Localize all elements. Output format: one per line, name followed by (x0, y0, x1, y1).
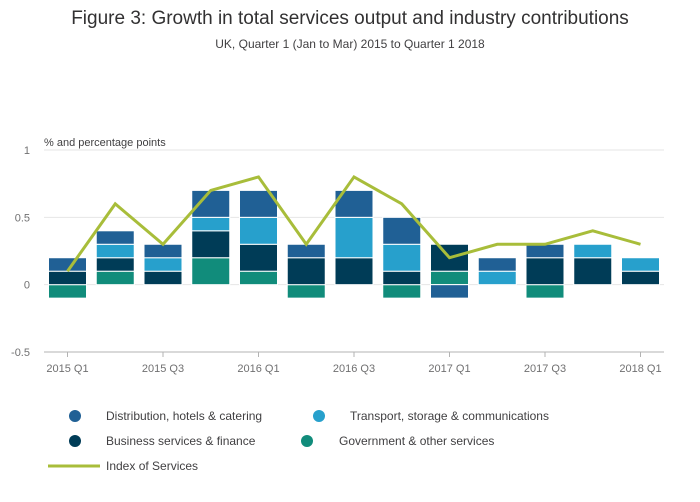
bar-segment[interactable] (239, 270, 278, 286)
bar-segment[interactable] (143, 243, 183, 259)
legend-label[interactable]: Transport, storage & communications (350, 409, 549, 423)
bar-segment[interactable] (286, 257, 326, 286)
y-axis-label: % and percentage points (44, 137, 166, 149)
bar-segment[interactable] (48, 270, 87, 286)
x-axis: 2015 Q1 2015 Q3 2016 Q1 2016 Q3 2017 Q1 2017 … (44, 351, 664, 375)
bar-segment[interactable] (525, 243, 565, 259)
legend-label[interactable]: Business services & finance (106, 434, 256, 448)
bar-segment[interactable] (573, 257, 613, 286)
chart-title: Figure 3: Growth in total services outpu… (71, 8, 629, 29)
legend: Distribution, hotels & catering Transport… (48, 409, 549, 473)
bar-segment[interactable] (143, 270, 183, 286)
bar-segment[interactable] (430, 284, 469, 299)
x-tick-label: 2017 Q1 (428, 363, 470, 375)
y-tick-label: 0 (24, 280, 30, 292)
x-tick-label: 2017 Q3 (524, 363, 566, 375)
legend-dot (313, 410, 325, 422)
bar-segment[interactable] (239, 243, 278, 272)
bar-segment[interactable] (334, 257, 374, 286)
bar-segment[interactable] (573, 243, 613, 259)
legend-dot (69, 410, 81, 422)
legend-dot (69, 435, 81, 447)
bar-layer (48, 189, 660, 299)
bar-segment[interactable] (191, 230, 231, 259)
x-tick-label: 2016 Q1 (237, 363, 279, 375)
bar-segment[interactable] (621, 257, 660, 272)
bar-segment[interactable] (143, 257, 183, 272)
bar-segment[interactable] (95, 270, 135, 286)
bar-segment[interactable] (525, 284, 565, 299)
bar-segment[interactable] (382, 243, 422, 272)
bar-segment[interactable] (621, 270, 660, 286)
legend-label[interactable]: Government & other services (339, 434, 494, 448)
bar-segment[interactable] (95, 230, 135, 245)
bar-segment[interactable] (191, 216, 231, 232)
y-tick-label: 0.5 (15, 212, 30, 224)
chart-subtitle: UK, Quarter 1 (Jan to Mar) 2015 to Quart… (215, 37, 485, 51)
bar-segment[interactable] (382, 216, 422, 245)
y-tick-label: -0.5 (11, 347, 30, 359)
bar-segment[interactable] (382, 284, 422, 299)
bar-segment[interactable] (239, 216, 278, 245)
x-tick-label: 2018 Q1 (619, 363, 661, 375)
y-tick-label: 1 (24, 145, 30, 157)
line-layer (66, 174, 641, 273)
x-tick-label: 2016 Q3 (333, 363, 375, 375)
bar-segment[interactable] (191, 257, 231, 286)
bar-segment[interactable] (334, 216, 374, 259)
bar-segment[interactable] (95, 243, 135, 259)
x-tick-label: 2015 Q3 (142, 363, 184, 375)
bar-segment[interactable] (48, 284, 87, 299)
bar-segment[interactable] (430, 270, 469, 286)
legend-label[interactable]: Distribution, hotels & catering (106, 409, 262, 423)
index-of-services-line[interactable] (66, 174, 641, 273)
legend-dot (301, 435, 313, 447)
bar-segment[interactable] (286, 284, 326, 299)
bar-segment[interactable] (477, 270, 517, 286)
x-tick-label: 2015 Q1 (46, 363, 88, 375)
bar-segment[interactable] (477, 257, 517, 272)
bar-segment[interactable] (95, 257, 135, 272)
bar-segment[interactable] (382, 270, 422, 286)
legend-label[interactable]: Index of Services (106, 459, 198, 473)
bar-segment[interactable] (525, 257, 565, 286)
